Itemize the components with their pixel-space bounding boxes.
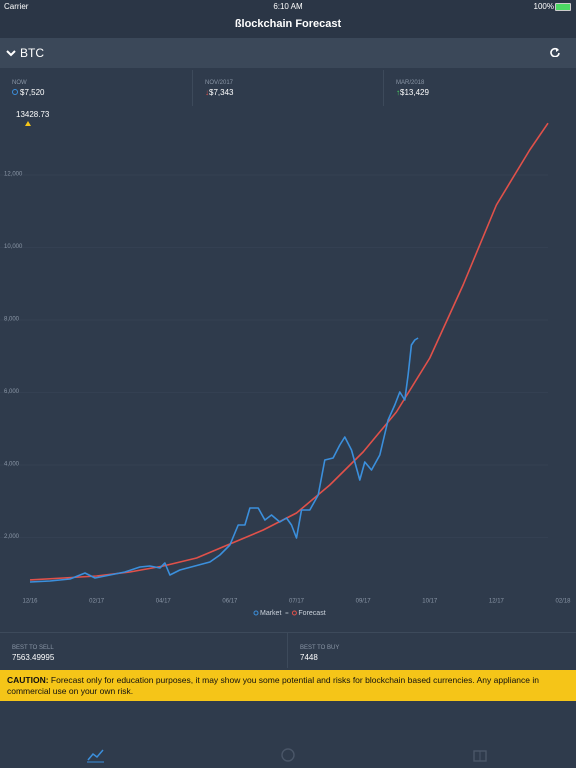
chevron — [6, 50, 16, 57]
chart: 13428.73 2,000 4,000 6,000 8,000 10,000 12,00… — [0, 110, 571, 617]
summary-value: 7448 — [300, 653, 318, 662]
y-tick-label: 4,000 — [4, 462, 20, 468]
stat-label: NOV/2017 — [205, 80, 234, 86]
legend-marker — [291, 610, 297, 616]
series-line — [29, 122, 549, 581]
tab-gift[interactable] — [473, 750, 487, 762]
caution-lead: CAUTION: — [7, 675, 49, 685]
y-tick-label: 2,000 — [4, 534, 20, 540]
tab-coins[interactable] — [281, 748, 295, 762]
x-tick-label: 07/17 — [289, 599, 305, 605]
stat-value: ↓$7,343 — [205, 88, 234, 97]
stat-value: ↑$13,429 — [396, 88, 429, 97]
refresh-button[interactable] — [550, 47, 560, 57]
stat-value-text: $7,520 — [20, 88, 45, 97]
summary-value: 7563.49995 — [12, 653, 55, 662]
y-tick-label: 10,000 — [4, 244, 23, 250]
coin-selector[interactable]: BTC — [0, 38, 576, 68]
stat-value-text: $13,429 — [400, 88, 429, 97]
legend-label: Market — [260, 610, 281, 617]
legend-label: Forecast — [298, 610, 325, 617]
battery-icon — [555, 3, 571, 11]
best-to-buy: BEST TO BUY 7448 — [288, 632, 576, 668]
y-tick-label: 8,000 — [4, 317, 20, 323]
status-bar: Carrier 6:10 AM 100% — [0, 0, 576, 14]
stat-value-text: $7,343 — [209, 88, 234, 97]
x-tick-label: 02/18 — [555, 599, 571, 605]
stat-value: $7,520 — [12, 88, 192, 97]
x-tick-label: 09/17 — [356, 599, 372, 605]
stat-label: NOW — [12, 80, 27, 86]
nav-title: ßlockchain Forecast — [0, 14, 576, 38]
stat-mar: MAR/2018 ↑$13,429 — [384, 70, 576, 106]
tab-bar — [87, 748, 487, 763]
tab-chart[interactable] — [87, 749, 104, 763]
x-tick-label: 12/17 — [489, 599, 505, 605]
caution-text: Forecast only for education purposes, it… — [7, 675, 539, 696]
peak-marker — [25, 121, 31, 126]
series-line — [29, 337, 419, 583]
x-tick-label: 12/16 — [22, 599, 38, 605]
legend-marker — [253, 610, 259, 616]
summary-label: BEST TO BUY — [300, 645, 340, 651]
x-tick-label: 06/17 — [222, 599, 238, 605]
stat-now: NOW $7,520 — [0, 70, 193, 106]
y-tick-label: 6,000 — [4, 389, 20, 395]
clock: 6:10 AM — [273, 2, 303, 11]
battery-level: 100% — [533, 2, 554, 11]
x-tick-label: 04/17 — [156, 599, 172, 605]
x-tick-label: 10/17 — [422, 599, 438, 605]
x-tick-label: 02/17 — [89, 599, 105, 605]
stat-nov: NOV/2017 ↓$7,343 — [193, 70, 384, 106]
y-tick-label: 12,000 — [4, 172, 23, 178]
stat-label: MAR/2018 — [396, 80, 425, 86]
carrier: Carrier — [4, 2, 29, 11]
summary-label: BEST TO SELL — [12, 645, 54, 651]
caution-banner: CAUTION: Forecast only for education pur… — [0, 670, 576, 701]
best-to-sell: BEST TO SELL 7563.49995 — [0, 632, 288, 668]
coin-name: BTC — [20, 46, 44, 60]
peak-annotation: 13428.73 — [16, 110, 50, 119]
